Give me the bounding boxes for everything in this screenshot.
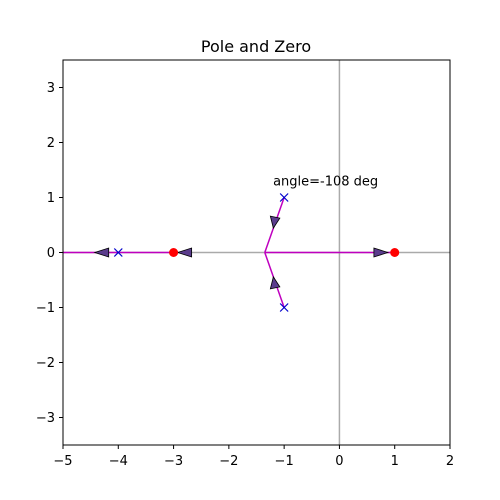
y-tick-label: 3 <box>47 81 55 96</box>
pole-marker-3 <box>279 303 289 312</box>
axis-ticks: −5 −4 −3 −2 −1 0 1 2 −3 −2 −1 0 1 2 3 <box>36 81 454 469</box>
x-tick-label: −4 <box>109 454 128 469</box>
x-tick-label: −5 <box>53 454 72 469</box>
angle-annotation: angle=-108 deg <box>273 175 378 190</box>
x-tick-label: −1 <box>275 454 294 469</box>
x-tick-label: 2 <box>446 454 454 469</box>
plot-marks <box>63 60 450 445</box>
chart-title: Pole and Zero <box>201 37 311 56</box>
direction-arrow-4 <box>269 215 281 230</box>
x-tick-label: −3 <box>164 454 183 469</box>
y-tick-label: 1 <box>47 191 55 206</box>
pole-cross-stroke <box>279 303 289 312</box>
direction-arrow-2 <box>176 247 193 258</box>
direction-arrow-5 <box>269 275 281 290</box>
y-tick-label: 2 <box>47 136 55 151</box>
y-tick-label: −2 <box>36 356 55 371</box>
x-tick-label: 1 <box>391 454 399 469</box>
pole-marker-1 <box>113 248 123 257</box>
pole-marker-2 <box>279 193 289 202</box>
y-tick-label: −1 <box>36 301 55 316</box>
direction-arrow-1 <box>93 247 110 258</box>
y-tick-label: 0 <box>47 246 55 261</box>
zero-marker-1 <box>169 248 179 257</box>
pole-cross-stroke <box>279 193 289 202</box>
pole-cross-stroke <box>113 248 123 257</box>
direction-arrow-3 <box>373 247 390 258</box>
y-tick-label: −3 <box>36 411 55 426</box>
zero-marker-2 <box>390 248 400 257</box>
x-tick-label: −2 <box>219 454 238 469</box>
x-tick-label: 0 <box>335 454 343 469</box>
